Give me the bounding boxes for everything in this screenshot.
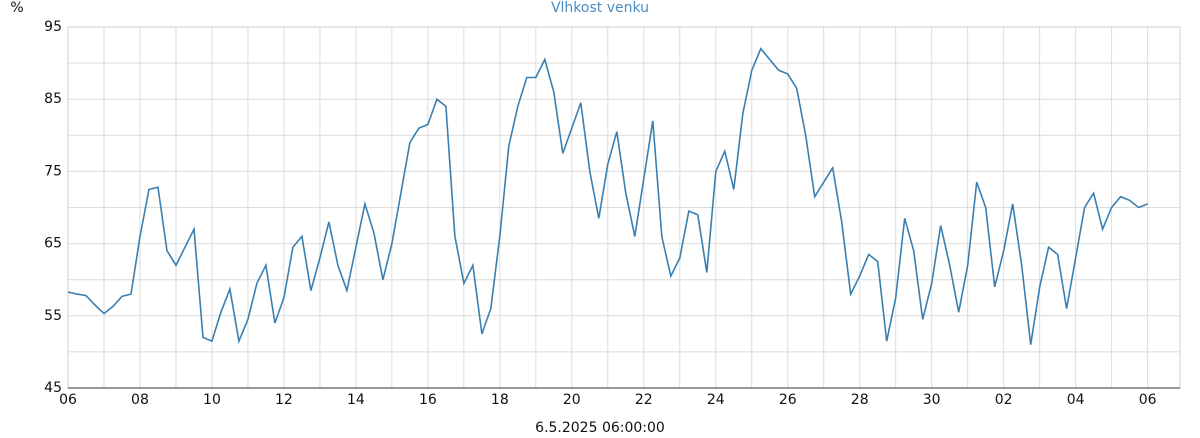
- x-tick-label: 18: [491, 392, 509, 408]
- y-axis-label: %: [10, 0, 23, 16]
- x-tick-label: 06: [59, 392, 77, 408]
- x-tick-label: 22: [635, 392, 653, 408]
- y-tick-label: 85: [44, 91, 62, 107]
- chart-title: Vlhkost venku: [551, 0, 649, 16]
- y-tick-label: 65: [44, 236, 62, 252]
- x-tick-label: 14: [347, 392, 365, 408]
- y-tick-label: 45: [44, 380, 62, 396]
- x-tick-label: 04: [1067, 392, 1085, 408]
- x-axis-label: 6.5.2025 06:00:00: [535, 420, 665, 436]
- x-tick-label: 26: [779, 392, 797, 408]
- y-tick-label: 55: [44, 308, 62, 324]
- x-tick-label: 10: [203, 392, 221, 408]
- x-tick-label: 12: [275, 392, 293, 408]
- x-tick-label: 02: [995, 392, 1013, 408]
- x-tick-label: 06: [1139, 392, 1157, 408]
- data-line: [67, 47, 1148, 345]
- x-tick-label: 30: [923, 392, 941, 408]
- y-tick-label: 95: [44, 19, 62, 35]
- x-tick-label: 20: [563, 392, 581, 408]
- x-tick-label: 16: [419, 392, 437, 408]
- x-tick-label: 08: [131, 392, 149, 408]
- x-tick-label: 24: [707, 392, 725, 408]
- y-tick-label: 75: [44, 163, 62, 179]
- x-tick-label: 28: [851, 392, 869, 408]
